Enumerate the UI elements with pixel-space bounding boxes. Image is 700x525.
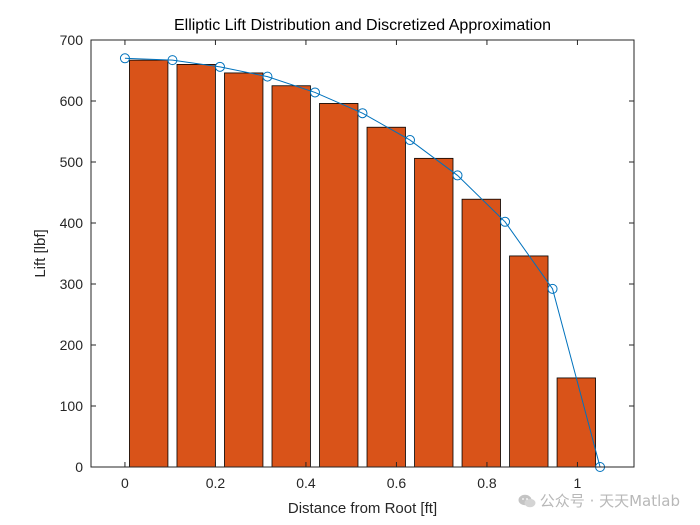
bars-layer: [129, 59, 596, 468]
lift-curve-point: [357, 108, 368, 119]
lift-curve-point: [500, 216, 511, 227]
lift-curve-point: [452, 170, 463, 181]
lift-curve-point: [214, 61, 225, 72]
lift-curve-point: [119, 53, 130, 64]
lift-curve-point: [405, 135, 416, 146]
y-tick-label: 200: [60, 337, 84, 353]
watermark: 公众号 · 天天Matlab: [518, 490, 680, 511]
y-tick-label: 100: [60, 398, 84, 414]
bar: [461, 198, 501, 468]
y-tick-label: 300: [60, 276, 84, 292]
bar: [366, 126, 406, 468]
y-tick-label: 0: [75, 459, 83, 475]
lift-curve-point: [262, 71, 273, 82]
y-tick-label: 400: [60, 215, 84, 231]
x-axis-label: Distance from Root [ft]: [288, 500, 437, 517]
bar: [556, 377, 596, 468]
x-tick-label: 1: [574, 475, 582, 491]
lift-curve-line: [124, 57, 601, 468]
bar: [129, 59, 169, 468]
chart-title: Elliptic Lift Distribution and Discretiz…: [174, 17, 551, 34]
ticks-layer: 0 0.2 0.4 0.6 0.8 1 0 100 200 300 400 500 600 700: [60, 32, 634, 491]
y-axis-label: Lift [lbf]: [32, 229, 49, 277]
x-tick-label: 0.6: [387, 475, 407, 491]
bar: [509, 255, 549, 468]
bar: [319, 103, 359, 468]
x-tick-label: 0.2: [206, 475, 226, 491]
lift-curve-point: [309, 87, 320, 98]
x-tick-label: 0.8: [477, 475, 497, 491]
x-tick-label: 0: [121, 475, 129, 491]
wechat-icon: [518, 494, 536, 507]
y-tick-label: 600: [60, 93, 84, 109]
y-tick-label: 700: [60, 32, 84, 48]
bar: [414, 157, 454, 468]
lift-curve-point: [547, 283, 558, 294]
bar: [224, 72, 264, 468]
plot-area: [91, 40, 634, 467]
y-tick-label: 500: [60, 154, 84, 170]
x-tick-label: 0.4: [296, 475, 316, 491]
watermark-text: 公众号 · 天天Matlab: [539, 492, 680, 510]
axes-box: [90, 39, 635, 468]
lift-curve-point: [167, 55, 178, 66]
bar: [176, 64, 216, 468]
bar: [271, 85, 311, 468]
